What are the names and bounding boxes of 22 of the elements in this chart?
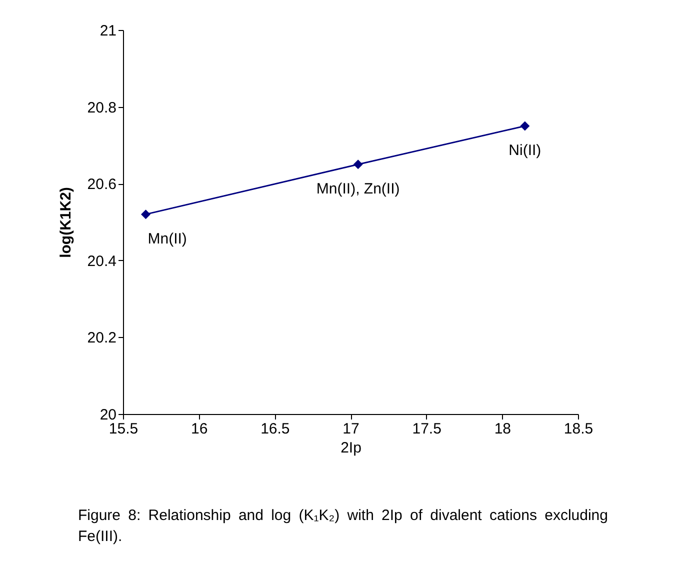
x-tick-label: 16 [190,420,208,438]
x-axis-title: 2Ip [340,440,362,456]
point [141,210,150,220]
annotation: Mn(II), Zn(II) [316,180,400,198]
x-tick-label: 17.5 [412,420,442,438]
y-tick-label: 20.2 [87,330,116,347]
y-tick-label: 20.4 [87,252,116,270]
point [353,160,363,170]
x-tick-label: 17 [342,420,360,438]
x-tick-label: 18.5 [564,420,594,438]
y-axis-title: log(K1K2) [57,187,74,258]
x-tick-label: 16.5 [260,420,290,438]
caption: Figure 8: Relationship and log (K₁K₂) with 2Ip of divalent cations excluding Fe(III). [78,506,608,547]
point [520,121,530,131]
x-tick-label: 18 [494,420,512,438]
annotation: Ni(II) [508,142,542,159]
x-tick-label: 15.5 [108,420,138,438]
y-tick-label: 20 [100,406,116,424]
y-tick-label: 21 [100,22,116,40]
y-tick-label: 20.6 [87,176,116,194]
annotation: Mn(II) [148,230,187,248]
y-tick-label: 20.8 [87,99,116,116]
